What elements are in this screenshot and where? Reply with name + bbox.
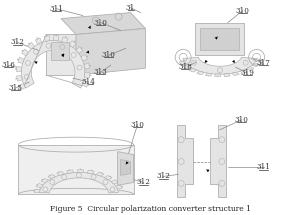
- Polygon shape: [48, 174, 56, 179]
- Polygon shape: [18, 57, 24, 63]
- Polygon shape: [46, 34, 76, 75]
- Polygon shape: [196, 71, 204, 75]
- Polygon shape: [61, 13, 146, 34]
- Polygon shape: [70, 41, 76, 48]
- Polygon shape: [96, 172, 104, 176]
- Polygon shape: [200, 28, 239, 50]
- Polygon shape: [76, 29, 146, 75]
- Polygon shape: [210, 125, 226, 197]
- Text: 312: 312: [156, 172, 170, 180]
- Polygon shape: [204, 60, 208, 63]
- Polygon shape: [19, 84, 25, 90]
- Polygon shape: [77, 170, 84, 173]
- Polygon shape: [85, 73, 90, 78]
- Polygon shape: [86, 51, 89, 54]
- Text: 318: 318: [178, 63, 192, 71]
- Text: 316: 316: [2, 61, 15, 69]
- Polygon shape: [16, 66, 22, 72]
- Polygon shape: [21, 40, 85, 88]
- Text: 310: 310: [130, 121, 144, 129]
- Polygon shape: [118, 152, 134, 185]
- Polygon shape: [206, 169, 209, 172]
- Polygon shape: [44, 36, 50, 41]
- Polygon shape: [57, 172, 64, 175]
- Polygon shape: [195, 23, 244, 55]
- Text: 310: 310: [102, 51, 116, 59]
- Polygon shape: [36, 184, 43, 187]
- Polygon shape: [121, 160, 130, 175]
- Text: 313: 313: [94, 68, 108, 76]
- Polygon shape: [183, 65, 190, 69]
- Polygon shape: [111, 180, 118, 184]
- Polygon shape: [34, 61, 38, 64]
- Polygon shape: [62, 37, 68, 43]
- Polygon shape: [215, 74, 220, 77]
- Polygon shape: [54, 35, 59, 41]
- Polygon shape: [232, 72, 239, 75]
- Polygon shape: [61, 54, 64, 57]
- Text: 31: 31: [126, 4, 135, 12]
- Text: 312: 312: [11, 38, 24, 46]
- Text: Figure 5  Circular polarization converter structure 1: Figure 5 Circular polarization converter…: [50, 205, 251, 213]
- Polygon shape: [61, 53, 64, 57]
- Polygon shape: [88, 26, 91, 29]
- Text: 310: 310: [94, 18, 108, 26]
- Polygon shape: [22, 49, 28, 56]
- Polygon shape: [28, 43, 34, 49]
- Polygon shape: [247, 67, 254, 70]
- Polygon shape: [232, 60, 235, 63]
- Text: 312: 312: [136, 178, 150, 186]
- Text: 317: 317: [256, 59, 271, 67]
- Text: 319: 319: [241, 69, 255, 77]
- Polygon shape: [183, 57, 257, 74]
- Text: 311: 311: [256, 163, 271, 172]
- Polygon shape: [256, 59, 262, 62]
- Polygon shape: [214, 37, 218, 40]
- Polygon shape: [34, 189, 40, 193]
- Polygon shape: [82, 81, 88, 87]
- Polygon shape: [84, 63, 90, 69]
- Polygon shape: [104, 175, 112, 180]
- Text: 311: 311: [49, 5, 63, 13]
- Text: 310: 310: [236, 7, 250, 15]
- Polygon shape: [179, 61, 186, 65]
- Polygon shape: [35, 38, 42, 45]
- Polygon shape: [224, 74, 230, 77]
- Polygon shape: [205, 73, 212, 76]
- Polygon shape: [240, 70, 247, 73]
- Polygon shape: [67, 170, 73, 173]
- Polygon shape: [116, 185, 122, 189]
- Polygon shape: [39, 172, 118, 193]
- Polygon shape: [18, 145, 134, 194]
- Polygon shape: [81, 54, 87, 61]
- Polygon shape: [41, 178, 49, 183]
- Polygon shape: [177, 125, 193, 197]
- Polygon shape: [126, 161, 129, 164]
- Text: 310: 310: [235, 116, 249, 124]
- Polygon shape: [16, 75, 22, 81]
- Polygon shape: [51, 42, 69, 60]
- Polygon shape: [87, 170, 94, 174]
- Polygon shape: [189, 68, 197, 72]
- Text: 315: 315: [8, 84, 22, 92]
- Polygon shape: [76, 47, 83, 54]
- Text: 314: 314: [82, 78, 96, 86]
- Polygon shape: [252, 63, 259, 67]
